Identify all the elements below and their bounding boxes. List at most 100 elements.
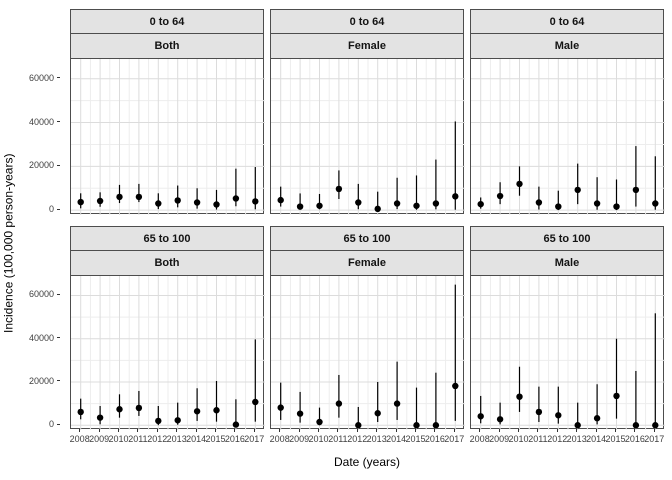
data-point (452, 382, 459, 390)
x-tick-label: 2008 (69, 434, 90, 444)
x-tick (195, 429, 197, 432)
data-point (652, 200, 659, 207)
y-tick (57, 208, 60, 210)
x-tick (118, 429, 119, 432)
data-point (516, 180, 523, 188)
y-tick-label: 40000 (28, 332, 54, 343)
data-point (116, 406, 123, 413)
x-tick (453, 429, 455, 432)
data-point (432, 200, 440, 207)
plot-area-0-to-64-female (271, 59, 465, 215)
data-point (593, 200, 601, 207)
facet-strip-sex-65-to-100-both: Both (70, 250, 264, 276)
x-tick-label: 2016 (424, 434, 445, 444)
data-point (574, 186, 581, 194)
x-tick-label: 2012 (147, 434, 168, 444)
data-point (232, 421, 240, 428)
data-point (296, 203, 304, 210)
x-tick (615, 429, 616, 432)
plot-area-0-to-64-both (71, 59, 265, 215)
x-tick-label: 2015 (205, 434, 226, 444)
y-tick-label: 40000 (28, 116, 54, 127)
y-tick (57, 293, 60, 295)
x-tick-label: 2009 (289, 434, 310, 444)
x-tick-label: 2017 (644, 434, 665, 444)
x-tick-label: 2009 (89, 434, 110, 444)
x-tick (556, 429, 558, 432)
data-point (77, 198, 84, 206)
x-tick-label: 2015 (605, 434, 626, 444)
data-point (316, 418, 323, 426)
data-point (555, 203, 562, 210)
x-tick-label: 2011 (128, 434, 148, 444)
x-tick (653, 429, 655, 432)
x-tick (337, 429, 339, 432)
data-point (632, 186, 640, 194)
x-tick-label: 2008 (469, 434, 490, 444)
x-tick-label: 2013 (366, 434, 387, 444)
data-point (213, 201, 220, 208)
x-tick-label: 2010 (508, 434, 529, 444)
data-point (116, 193, 123, 201)
x-tick (395, 429, 397, 432)
data-point (477, 413, 484, 420)
data-point (535, 408, 543, 416)
x-tick-label: 2009 (489, 434, 510, 444)
data-point (316, 202, 323, 209)
x-tick-label: 2016 (624, 434, 645, 444)
x-tick-label: 2015 (405, 434, 426, 444)
data-point (593, 415, 601, 422)
x-tick (576, 429, 578, 432)
data-point (213, 407, 220, 414)
x-tick (595, 429, 597, 432)
y-axis-title: Incidence (100,000 person-years) (1, 153, 16, 334)
x-tick (298, 429, 300, 432)
x-tick-label: 2016 (224, 434, 245, 444)
x-tick-label: 2012 (547, 434, 568, 444)
facet-strip-sex-0-to-64-both: Both (70, 33, 264, 59)
x-tick (318, 429, 319, 432)
x-tick (279, 429, 281, 432)
x-tick-label: 2010 (108, 434, 129, 444)
data-point (413, 202, 420, 209)
x-tick (356, 429, 358, 432)
data-point (77, 408, 84, 416)
x-tick-label: 2011 (328, 434, 348, 444)
data-point (555, 412, 562, 419)
facet-strip-sex-65-to-100-male: Male (470, 250, 664, 276)
data-point (193, 199, 201, 206)
x-tick (434, 429, 436, 432)
x-axis-title: Date (years) (333, 455, 401, 469)
data-point (174, 197, 181, 204)
data-point (477, 200, 484, 208)
x-tick-label: 2017 (244, 434, 265, 444)
panel-65-to-100-both (70, 275, 265, 430)
x-tick-label: 2014 (386, 434, 407, 444)
data-point (374, 205, 381, 213)
y-tick (57, 164, 60, 166)
data-point (252, 398, 259, 406)
x-tick (634, 429, 636, 432)
data-point (632, 422, 640, 429)
x-tick-label: 2017 (444, 434, 465, 444)
data-point (193, 408, 201, 415)
x-tick-label: 2010 (308, 434, 329, 444)
data-point (135, 193, 143, 201)
x-tick (518, 429, 519, 432)
data-point (535, 199, 543, 206)
y-tick (57, 423, 60, 425)
x-tick-label: 2013 (566, 434, 587, 444)
facet-strip-sex-0-to-64-male: Male (470, 33, 664, 59)
plot-area-0-to-64-male (471, 59, 665, 215)
data-point (335, 185, 343, 193)
x-tick-label: 2008 (269, 434, 290, 444)
panel-0-to-64-female (270, 58, 465, 215)
data-point (252, 198, 259, 205)
data-point (335, 400, 343, 407)
x-tick (376, 429, 378, 432)
x-tick-label: 2014 (586, 434, 607, 444)
x-tick-label: 2012 (347, 434, 368, 444)
facet-strip-age-0-to-64-female: 0 to 64 (270, 9, 464, 35)
data-point (516, 393, 523, 400)
